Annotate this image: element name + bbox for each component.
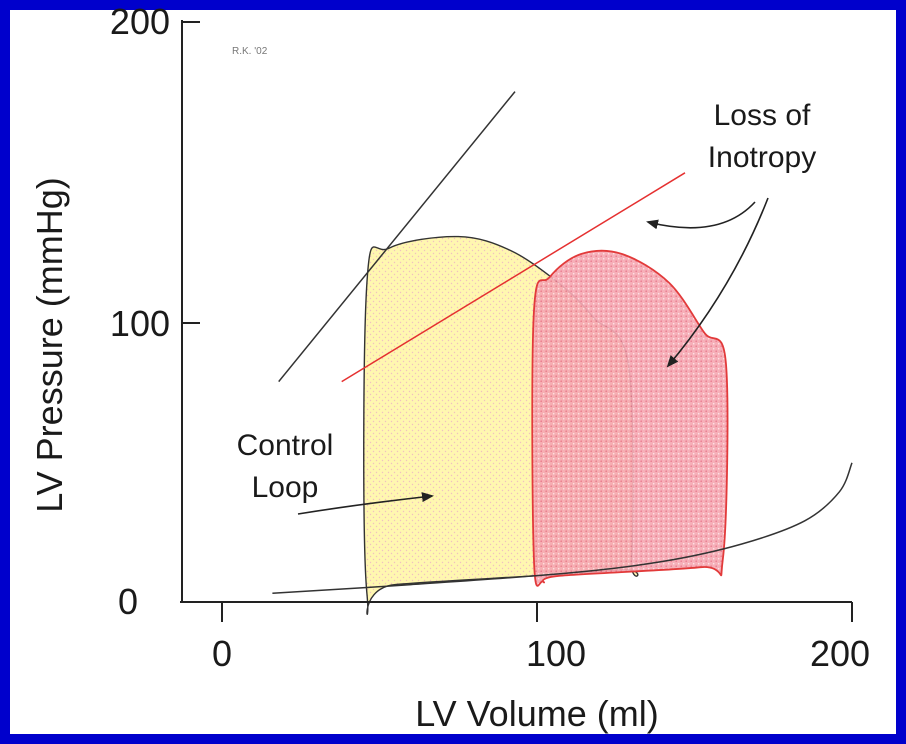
y-tick-label: 100 (110, 303, 170, 344)
y-tick-label: 0 (118, 581, 138, 622)
x-tick-label: 100 (526, 633, 586, 674)
espvr-reduced-line (341, 172, 686, 383)
x-tick-label: 200 (810, 633, 870, 674)
y-tick-label: 200 (110, 1, 170, 42)
inotropy-loop-arrow (666, 197, 769, 368)
espvr-control-line (278, 91, 516, 383)
loss-of-inotropy-loop (531, 249, 729, 587)
control-loop-label-line-2: Loop (252, 471, 319, 504)
control-loop-label-line-1: Control (237, 429, 334, 462)
control-loop-arrow (297, 492, 434, 515)
inotropy-espvr-arrow (646, 201, 756, 230)
x-axis-title: LV Volume (ml) (415, 693, 658, 734)
loss-of-inotropy-label-line-1: Loss of (714, 99, 811, 132)
x-tick-label: 0 (212, 633, 232, 674)
edpvr-curve (272, 462, 853, 595)
credit-text: R.K. '02 (232, 46, 268, 57)
loss-of-inotropy-label-line-2: Inotropy (708, 141, 816, 174)
y-axis-title: LV Pressure (mmHg) (29, 177, 70, 512)
